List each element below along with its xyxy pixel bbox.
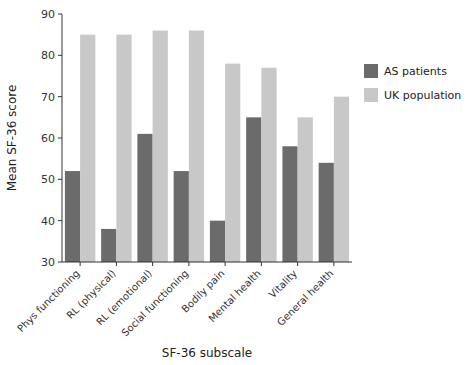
y-tick-label: 50: [41, 173, 55, 186]
x-tick: [80, 262, 81, 266]
x-tick-label: Phys functioning: [15, 268, 81, 334]
bar: [189, 31, 204, 262]
y-tick: [58, 138, 62, 139]
x-tick: [188, 262, 189, 266]
y-tick: [58, 14, 62, 15]
legend-swatch: [364, 64, 378, 78]
bar: [319, 163, 334, 262]
y-tick-label: 60: [41, 132, 55, 145]
bar: [174, 171, 189, 262]
bar: [153, 31, 168, 262]
y-tick: [58, 55, 62, 56]
legend-swatch: [364, 88, 378, 102]
y-tick: [58, 179, 62, 180]
bar: [298, 117, 313, 262]
x-tick: [225, 262, 226, 266]
x-tick: [297, 262, 298, 266]
x-tick-label: Social functioning: [119, 268, 190, 339]
x-tick: [116, 262, 117, 266]
x-tick-label: Mental health: [206, 268, 262, 324]
x-tick: [152, 262, 153, 266]
bar: [282, 146, 297, 262]
y-tick: [58, 220, 62, 221]
bar: [261, 68, 276, 262]
bars: [65, 31, 349, 262]
legend-label: AS patients: [384, 65, 447, 78]
y-tick-label: 90: [41, 8, 55, 21]
y-tick: [58, 96, 62, 97]
x-tick-label: General health: [275, 268, 335, 328]
bar: [246, 117, 261, 262]
bar: [116, 35, 131, 262]
y-tick-label: 40: [41, 215, 55, 228]
y-tick-label: 80: [41, 49, 55, 62]
bar: [210, 221, 225, 262]
bar: [225, 64, 240, 262]
y-axis-label: Mean SF-36 score: [5, 85, 19, 192]
chart: 30405060708090Phys functioningRL (physic…: [0, 0, 474, 365]
bar: [80, 35, 95, 262]
x-axis-label: SF-36 subscale: [162, 346, 252, 360]
bar: [65, 171, 80, 262]
y-tick: [58, 262, 62, 263]
legend: AS patients UK population: [364, 64, 461, 102]
legend-label: UK population: [384, 89, 461, 102]
bar: [137, 134, 152, 262]
x-axis-line: [62, 262, 352, 263]
x-tick: [333, 262, 334, 266]
y-tick-label: 70: [41, 91, 55, 104]
x-tick-label: Vitality: [267, 268, 299, 300]
y-tick-label: 30: [41, 256, 55, 269]
bar: [101, 229, 116, 262]
x-tick: [261, 262, 262, 266]
bar: [334, 97, 349, 262]
